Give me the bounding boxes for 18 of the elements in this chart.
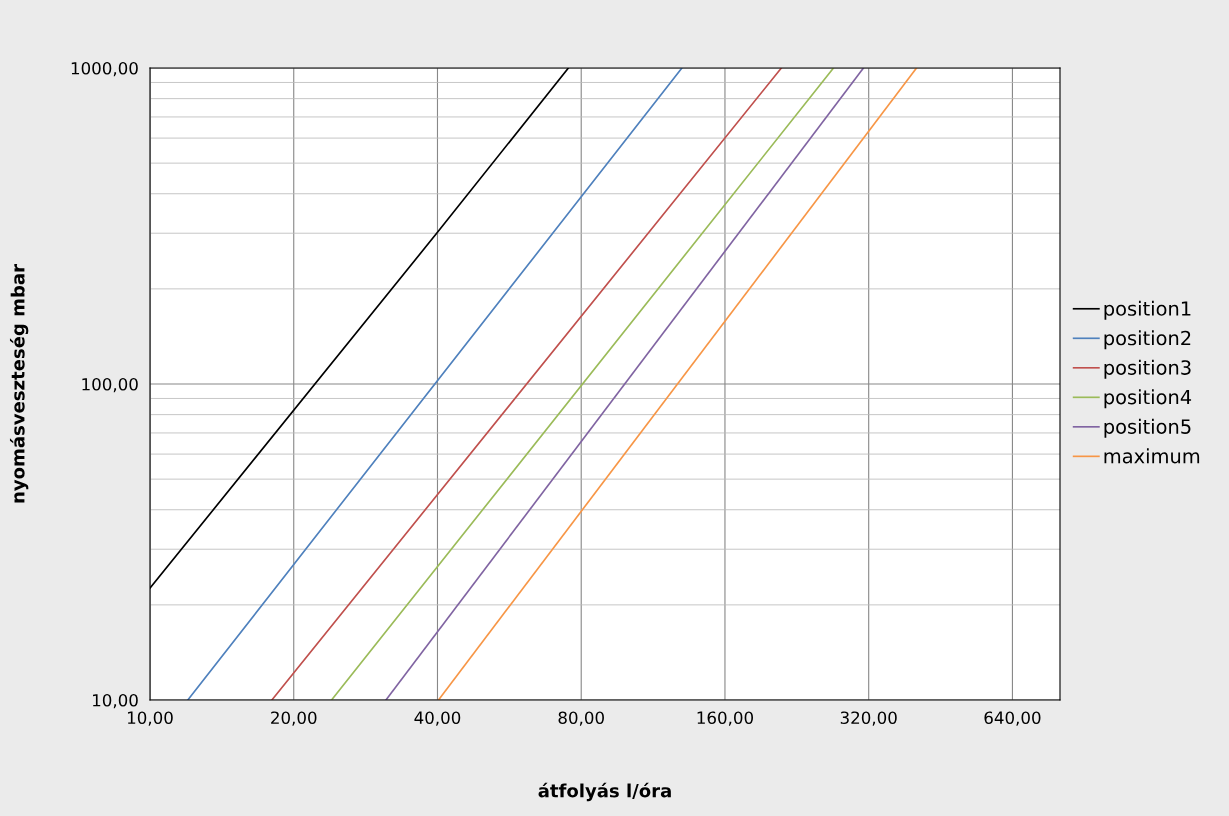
x-tick-label: 20,00 bbox=[271, 711, 317, 726]
legend-label: position2 bbox=[1104, 330, 1191, 350]
x-tick-label: 80,00 bbox=[558, 711, 604, 726]
legend-label: position4 bbox=[1104, 389, 1192, 409]
x-tick-label: 10,00 bbox=[127, 711, 173, 726]
x-tick-label: 640,00 bbox=[984, 711, 1041, 726]
x-tick-label: 320,00 bbox=[840, 711, 897, 726]
x-tick-label: 40,00 bbox=[414, 711, 461, 726]
x-tick-label: 160,00 bbox=[697, 711, 754, 726]
y-tick-label: 10,00 bbox=[93, 693, 138, 709]
y-axis-title: nyomásveszteség mbar bbox=[9, 264, 29, 503]
legend-label: position1 bbox=[1104, 300, 1191, 320]
x-axis-title: átfolyás l/óra bbox=[538, 782, 671, 802]
y-tick-label: 100,00 bbox=[82, 377, 138, 393]
legend-label: position5 bbox=[1104, 418, 1191, 438]
legend-label: maximum bbox=[1104, 448, 1200, 464]
y-tick-label: 1000,00 bbox=[71, 61, 138, 77]
legend-label: position3 bbox=[1104, 359, 1191, 379]
